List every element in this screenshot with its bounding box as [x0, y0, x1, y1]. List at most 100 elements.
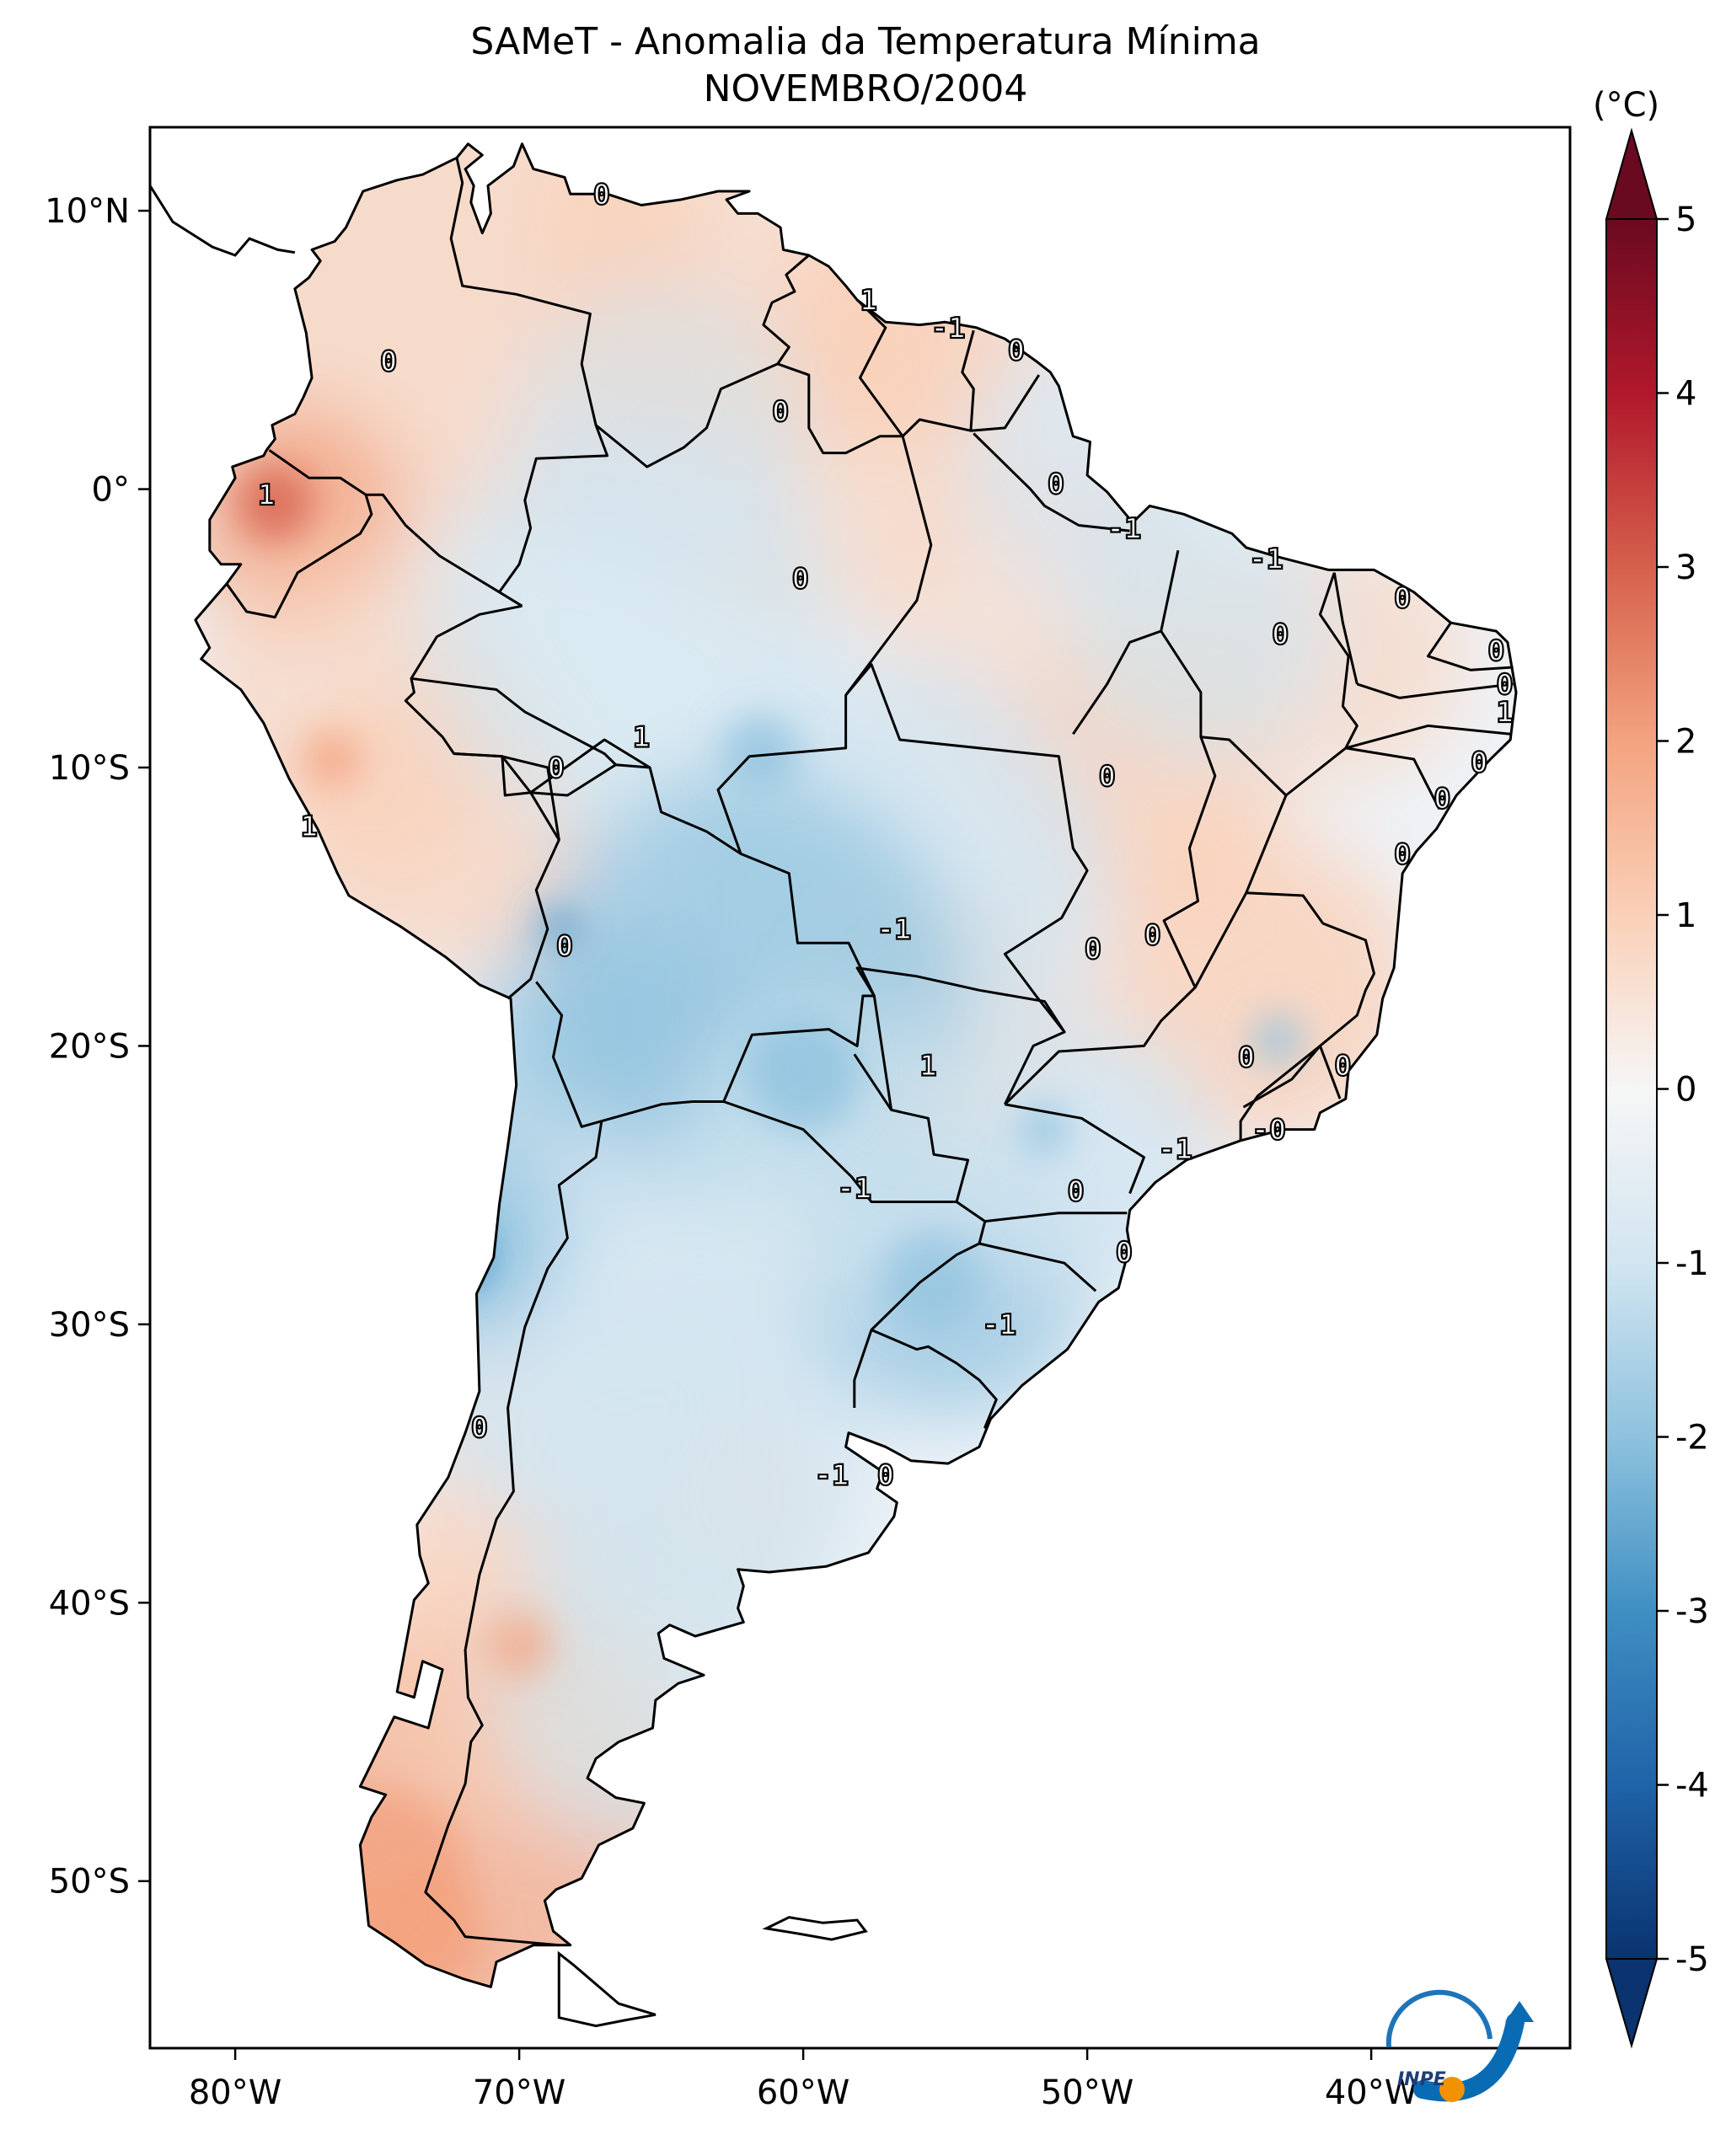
contour-label: 0 — [1496, 668, 1513, 702]
anomaly-patch — [509, 281, 813, 586]
contour-label: 0 — [1116, 1236, 1133, 1270]
border-line — [410, 677, 617, 766]
border-line — [853, 1329, 998, 1429]
border-line — [716, 663, 1089, 1105]
y-tick-label: 40°S — [49, 1584, 130, 1623]
border-line — [268, 449, 501, 594]
contour-label: 0 — [791, 562, 808, 596]
border-line — [856, 298, 904, 437]
border-line — [501, 755, 560, 841]
contour-label: -1 — [1158, 1133, 1192, 1167]
contour-label: 0 — [1487, 634, 1504, 668]
map-title: SAMeT - Anomalia da Temperatura Mínima — [470, 20, 1261, 63]
inpe-logo: INPE — [1385, 1989, 1534, 2102]
contour-label: 1 — [919, 1050, 936, 1083]
x-tick-label: 60°W — [757, 2073, 849, 2112]
contour-label: 0 — [548, 752, 565, 785]
map-subtitle: NOVEMBRO/2004 — [703, 67, 1028, 110]
colorbar-tick-label: -3 — [1675, 1592, 1709, 1631]
contour-label: -1 — [876, 913, 911, 947]
x-tick-label: 40°W — [1325, 2073, 1417, 2112]
anomaly-patch — [744, 1014, 863, 1133]
y-tick-label: 30°S — [49, 1306, 130, 1345]
x-tick-label: 70°W — [473, 2073, 565, 2112]
border-line — [870, 1201, 987, 1331]
contour-label: -1 — [1249, 543, 1284, 576]
colorbar-tick-label: 3 — [1675, 548, 1696, 587]
border-line — [424, 1121, 603, 1947]
border-line — [961, 329, 975, 431]
y-tick-label: 0° — [92, 471, 130, 510]
y-tick-label: 50°S — [49, 1863, 130, 1902]
border-line — [723, 1053, 970, 1203]
contour-label: 0 — [1272, 618, 1289, 651]
contour-label: 0 — [1394, 837, 1411, 871]
anomaly-patch — [237, 465, 314, 542]
anomaly-patch — [415, 1217, 492, 1293]
colorbar-extend-max — [1605, 127, 1659, 220]
border-line — [844, 436, 933, 696]
border-line — [530, 763, 876, 1128]
contour-label: 0 — [593, 178, 610, 211]
colorbar-extend-min — [1605, 1958, 1659, 2049]
contour-label: -1 — [814, 1458, 849, 1492]
contour-label: 0 — [877, 1458, 894, 1492]
border-line — [1005, 1103, 1145, 1195]
anomaly-patch — [302, 730, 362, 789]
contour-label: -1 — [982, 1308, 1016, 1342]
x-tick-label: 50°W — [1041, 2073, 1133, 2112]
y-tick-label: 10°S — [49, 749, 130, 788]
y-tick-label: 20°S — [49, 1027, 130, 1066]
border-line — [973, 432, 1130, 532]
border-line — [777, 362, 1041, 455]
falkland-islands — [762, 1916, 868, 1941]
anomaly-patch — [485, 1610, 554, 1678]
anomaly-patch — [1251, 1014, 1303, 1066]
contour-label: 0 — [380, 345, 397, 379]
colorbar: 5 4 3 2 1 0 -1 -2 -3 -4 -5 — [1605, 127, 1709, 2049]
contour-label: 0 — [1067, 1174, 1084, 1208]
contour-label: 0 — [1008, 334, 1025, 367]
contour-label: 1 — [633, 721, 650, 755]
border-line — [1072, 549, 1180, 736]
border-line — [1427, 622, 1514, 671]
border-line — [984, 1212, 1128, 1223]
colorbar-tick-label: -5 — [1675, 1940, 1709, 1979]
border-line — [1004, 986, 1197, 1105]
anomaly-patch — [361, 1139, 564, 1342]
borders — [225, 157, 1514, 1947]
colorbar-tick-label: 5 — [1675, 201, 1696, 239]
contour-label: 0 — [1048, 468, 1064, 501]
contour-label: -1 — [930, 312, 965, 345]
contour-label: -1 — [837, 1172, 871, 1206]
border-line — [529, 738, 651, 794]
map-frame — [148, 126, 1572, 2050]
anomaly-field — [195, 143, 1516, 1987]
border-line — [1318, 572, 1359, 749]
anomaly-patch — [1019, 1104, 1070, 1155]
anomaly-patch — [722, 715, 799, 792]
colorbar-unit: (°C) — [1593, 86, 1660, 125]
colorbar-tick-label: 4 — [1675, 375, 1696, 414]
colorbar-tick-label: 0 — [1675, 1071, 1696, 1110]
contour-label: 0 — [1085, 933, 1101, 966]
colorbar-tick-label: -4 — [1675, 1767, 1709, 1806]
tierra-del-fuego — [557, 1950, 656, 2028]
contour-label: -0 — [1251, 1114, 1286, 1148]
caribbean-coast — [150, 185, 296, 257]
border-line — [855, 966, 980, 1110]
x-tick-label: 80°W — [189, 2073, 281, 2112]
contour-label: 0 — [1144, 918, 1160, 952]
border-line — [978, 988, 1066, 1033]
border-line — [1332, 572, 1359, 685]
anomaly-patch — [542, 909, 576, 944]
coastline — [194, 142, 1518, 1988]
contour-label: 0 — [1334, 1050, 1351, 1083]
contour-label: 1 — [258, 479, 275, 512]
contour-label: -1 — [1107, 512, 1141, 546]
border-line — [595, 254, 810, 468]
logo-text: INPE — [1397, 2069, 1446, 2090]
contour-label: 0 — [1394, 581, 1411, 615]
